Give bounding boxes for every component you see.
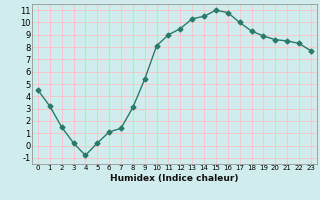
X-axis label: Humidex (Indice chaleur): Humidex (Indice chaleur) bbox=[110, 174, 239, 183]
